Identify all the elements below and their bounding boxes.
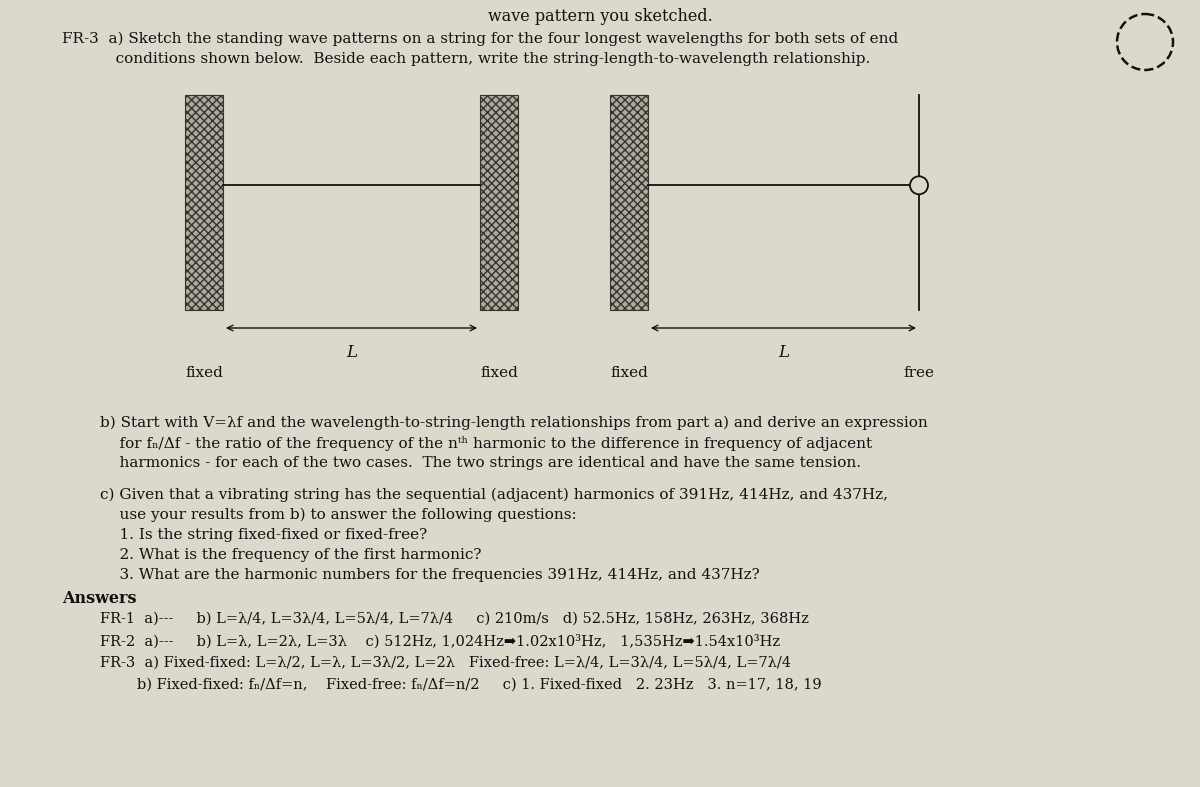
Text: fixed: fixed — [185, 366, 223, 380]
Text: b) Start with V=λf and the wavelength-to-string-length relationships from part a: b) Start with V=λf and the wavelength-to… — [100, 416, 928, 430]
Text: L: L — [778, 344, 790, 361]
Text: 2. What is the frequency of the first harmonic?: 2. What is the frequency of the first ha… — [100, 548, 481, 562]
Text: FR-3  a) Sketch the standing wave patterns on a string for the four longest wave: FR-3 a) Sketch the standing wave pattern… — [62, 32, 899, 46]
Bar — [480, 95, 518, 310]
Text: FR-1  a)---     b) L=λ/4, L=3λ/4, L=5λ/4, L=7λ/4     c) 210m/s   d) 52.5Hz, 158H: FR-1 a)--- b) L=λ/4, L=3λ/4, L=5λ/4, L=7… — [100, 612, 809, 626]
Text: c) Given that a vibrating string has the sequential (adjacent) harmonics of 391H: c) Given that a vibrating string has the… — [100, 488, 888, 502]
Text: use your results from b) to answer the following questions:: use your results from b) to answer the f… — [100, 508, 577, 523]
Text: harmonics - for each of the two cases.  The two strings are identical and have t: harmonics - for each of the two cases. T… — [100, 456, 862, 470]
Bar — [185, 95, 223, 310]
Text: 3. What are the harmonic numbers for the frequencies 391Hz, 414Hz, and 437Hz?: 3. What are the harmonic numbers for the… — [100, 568, 760, 582]
Text: Answers: Answers — [62, 590, 137, 607]
Text: for fₙ/Δf - the ratio of the frequency of the nᵗʰ harmonic to the difference in : for fₙ/Δf - the ratio of the frequency o… — [100, 436, 872, 451]
Text: free: free — [904, 366, 935, 380]
Text: 1. Is the string fixed-fixed or fixed-free?: 1. Is the string fixed-fixed or fixed-fr… — [100, 528, 427, 542]
Bar — [610, 95, 648, 310]
Text: fixed: fixed — [610, 366, 648, 380]
Text: wave pattern you sketched.: wave pattern you sketched. — [487, 8, 713, 25]
Text: fixed: fixed — [480, 366, 518, 380]
Text: FR-3  a) Fixed-fixed: L=λ/2, L=λ, L=3λ/2, L=2λ   Fixed-free: L=λ/4, L=3λ/4, L=5λ: FR-3 a) Fixed-fixed: L=λ/2, L=λ, L=3λ/2,… — [100, 656, 791, 670]
Circle shape — [910, 176, 928, 194]
Text: L: L — [346, 344, 358, 361]
Text: conditions shown below.  Beside each pattern, write the string-length-to-wavelen: conditions shown below. Beside each patt… — [62, 52, 870, 66]
Text: b) Fixed-fixed: fₙ/Δf=n,    Fixed-free: fₙ/Δf=n/2     c) 1. Fixed-fixed   2. 23H: b) Fixed-fixed: fₙ/Δf=n, Fixed-free: fₙ/… — [100, 678, 822, 692]
Text: FR-2  a)---     b) L=λ, L=2λ, L=3λ    c) 512Hz, 1,024Hz➡1.02x10³Hz,   1,535Hz➡1.: FR-2 a)--- b) L=λ, L=2λ, L=3λ c) 512Hz, … — [100, 634, 780, 648]
